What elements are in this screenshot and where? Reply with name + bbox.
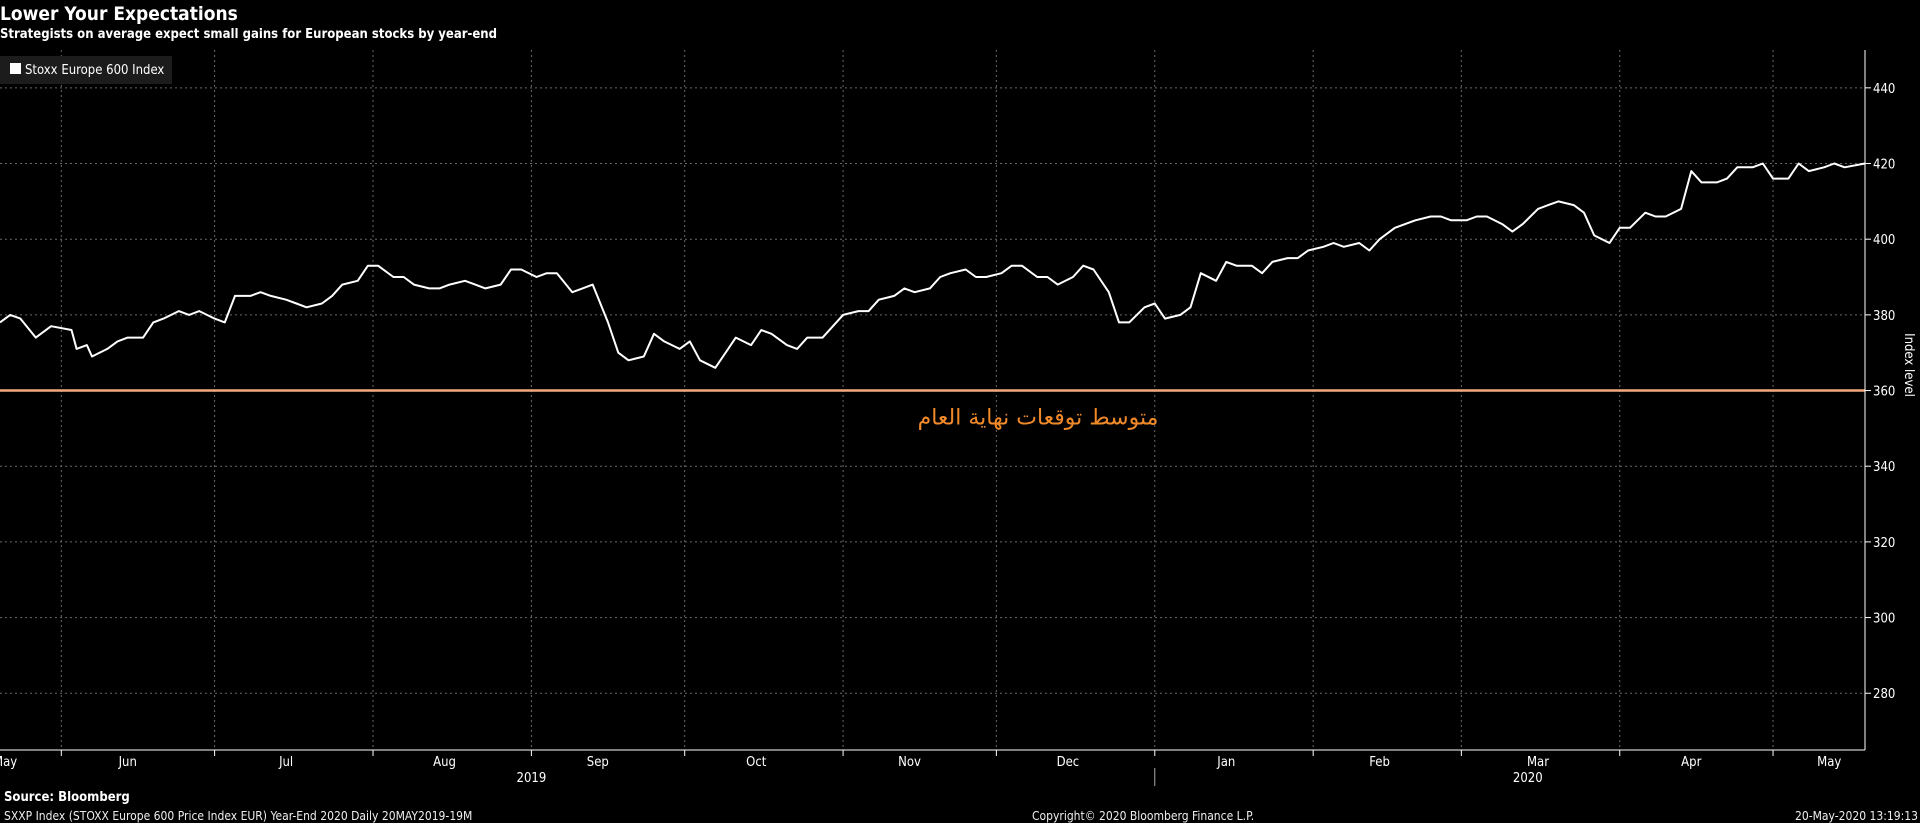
x-year-label: 2020 (1513, 771, 1543, 786)
chart-subtitle: Strategists on average expect small gain… (0, 27, 497, 42)
series-line-stoxx-600 (0, 162, 1866, 369)
y-tick-label: 380 (1873, 309, 1895, 324)
axes-group: 280 300 320 340 360 380 400 420 440 May Jun Jul Aug S… (0, 50, 1916, 786)
y-tick-label: 400 (1873, 233, 1895, 248)
year-end-forecast-label: متوسط توقعات نهاية العام (918, 406, 1159, 431)
chart-title: Lower Your Expectations (0, 3, 238, 25)
y-tick-label: 320 (1873, 536, 1895, 551)
y-axis-title: Index level (1901, 333, 1916, 397)
x-month-label: Jan (1216, 755, 1235, 770)
x-year-label: 2019 (517, 771, 547, 786)
y-tick-label: 300 (1873, 612, 1895, 627)
series-group (0, 162, 1866, 369)
source-note: Source: Bloomberg (4, 790, 130, 805)
y-tick-label: 440 (1873, 82, 1895, 97)
x-month-label: Mar (1527, 755, 1549, 770)
legend-box (0, 56, 172, 84)
x-month-label: Nov (898, 755, 921, 770)
x-month-label: Sep (587, 755, 609, 770)
x-month-label: Apr (1681, 755, 1701, 770)
reference-line-group: متوسط توقعات نهاية العام (0, 389, 1865, 431)
chart-grid (0, 50, 1865, 750)
y-tick-label: 280 (1873, 687, 1895, 702)
y-tick-label: 360 (1873, 385, 1895, 400)
x-month-label: May (1817, 755, 1841, 770)
x-month-label: Jun (118, 755, 137, 770)
x-month-label: Oct (746, 755, 767, 770)
x-month-label: Feb (1369, 755, 1390, 770)
footer-ticker-info: SXXP Index (STOXX Europe 600 Price Index… (4, 809, 473, 823)
x-month-label: May (0, 755, 17, 770)
footer-timestamp: 20-May-2020 13:19:13 (1794, 809, 1918, 823)
legend-swatch (10, 63, 21, 74)
footer-copyright: Copyright© 2020 Bloomberg Finance L.P. (1032, 809, 1255, 823)
legend-label: Stoxx Europe 600 Index (25, 63, 164, 78)
y-tick-label: 340 (1873, 460, 1895, 475)
x-month-label: Jul (278, 755, 293, 770)
x-month-label: Aug (433, 755, 456, 770)
y-tick-label: 420 (1873, 158, 1895, 173)
legend: Stoxx Europe 600 Index (0, 56, 172, 84)
x-month-label: Dec (1057, 755, 1080, 770)
